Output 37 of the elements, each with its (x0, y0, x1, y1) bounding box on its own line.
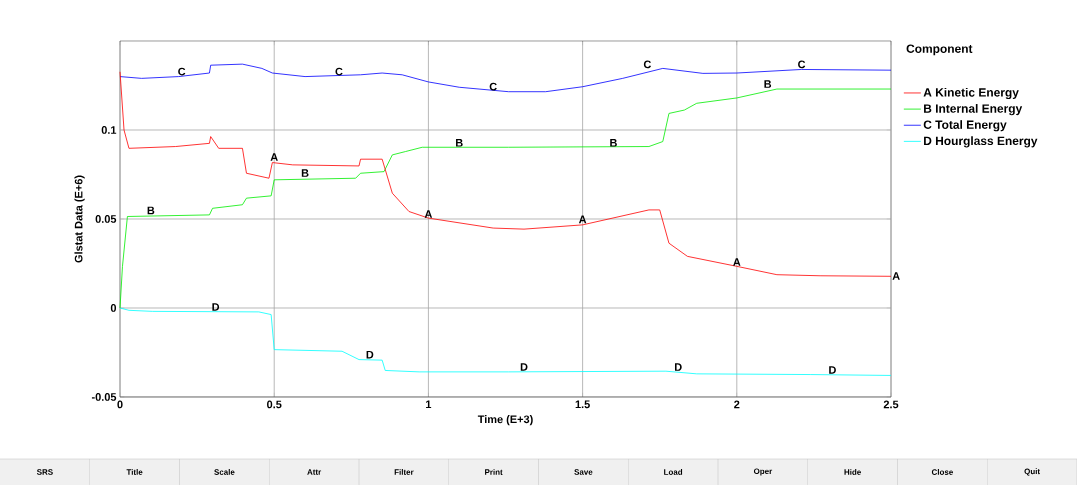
y-tick-label: 0 (110, 304, 117, 312)
y-tick-label: -0.05 (91, 393, 117, 401)
y-axis-title: Glstat Data (E+6) (74, 175, 85, 263)
annotation: B (610, 139, 617, 147)
annotation: C (335, 67, 343, 76)
legend-label: D Hourglass Energy (924, 136, 1038, 148)
annotation: D (829, 366, 836, 374)
x-tick-label: 1 (426, 400, 432, 409)
annotation: B (764, 80, 772, 88)
annotation: D (520, 363, 528, 371)
y-tick-label: 0.05 (95, 215, 117, 223)
annotation: A (733, 258, 741, 266)
legend-label: C Total Energy (923, 120, 1007, 132)
annotation: C (489, 82, 497, 91)
annotation: A (424, 210, 433, 218)
legend-label: A Kinetic Energy (923, 87, 1019, 100)
x-tick-label: 0 (117, 400, 123, 409)
legend-label: B Internal Energy (924, 104, 1023, 116)
x-tick-label: 2 (734, 400, 740, 409)
annotation: B (456, 139, 463, 147)
y-tick-label: 0.1 (101, 126, 117, 134)
annotation: C (178, 67, 186, 76)
annotation: D (674, 363, 682, 371)
legend-title: Component (906, 44, 973, 56)
x-tick-label: 1.5 (575, 400, 590, 409)
annotation: D (212, 303, 220, 311)
annotation: A (270, 153, 278, 161)
x-axis-title: Time (E+3) (477, 415, 533, 426)
annotation: B (147, 206, 155, 215)
annotation: C (643, 60, 652, 69)
annotation: D (366, 350, 374, 359)
annotation: B (301, 169, 309, 177)
annotation: C (798, 60, 806, 69)
annotation: A (578, 215, 587, 224)
x-tick-label: 0.5 (267, 400, 282, 409)
annotation: A (892, 272, 900, 280)
x-tick-label: 2.5 (883, 400, 899, 409)
